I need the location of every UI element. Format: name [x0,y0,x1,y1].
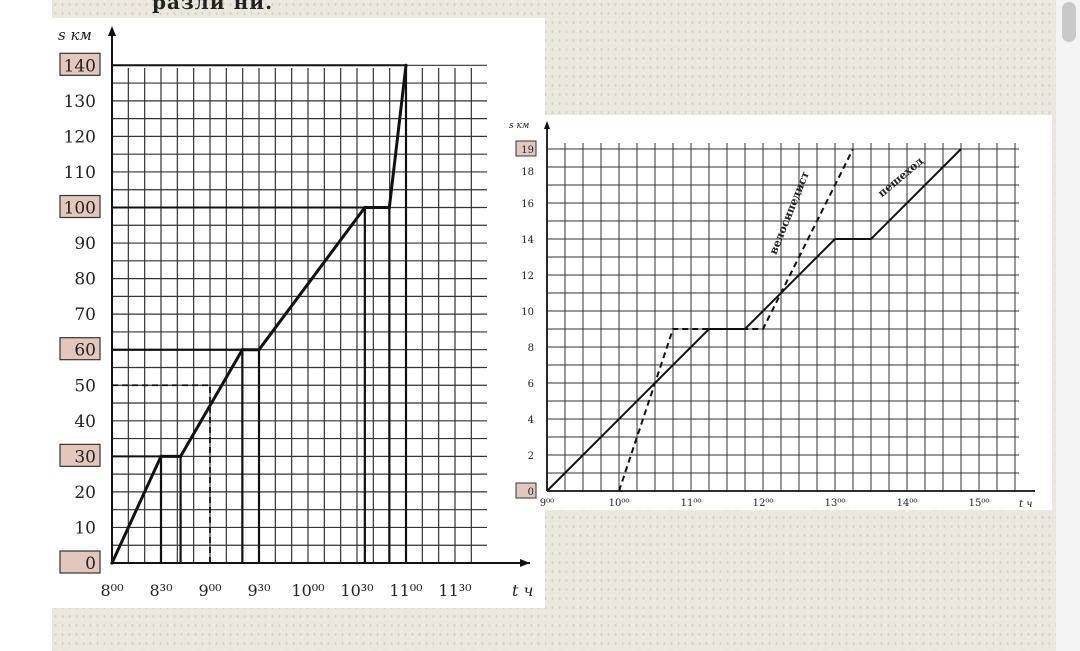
y-tick-label: 10 [521,307,534,318]
x-tick-label: 11³⁰ [438,581,471,600]
y-tick-label: 10 [74,518,96,538]
series-label-pedestrian: пешеход [875,155,926,200]
data-point [387,205,391,210]
y-tick-label: 6 [528,379,534,390]
header-text-fragment: разли ни. [152,0,274,14]
y-tick-label: 50 [74,376,96,396]
y-tick-label: 80 [74,270,96,290]
x-tick-label: 8⁰⁰ [100,581,123,600]
x-tick-label: 10³⁰ [340,581,373,600]
y-tick-label: 16 [521,199,534,210]
y-tick-highlight-box [59,550,101,574]
y-tick-label: 19 [521,145,534,156]
y-tick-highlight-box [515,482,537,499]
x-axis-label: t ч [512,581,533,600]
data-point [257,348,261,352]
data-point [179,454,183,458]
x-tick-label: 10⁰⁰ [609,498,630,509]
y-tick-label: 12 [521,271,534,282]
x-tick-label: 15⁰⁰ [969,498,990,509]
y-tick-highlight-box [515,140,537,157]
series-label-cyclist: велосипедист [767,169,812,256]
y-tick-label: 4 [528,415,534,426]
y-tick-label: 20 [74,483,96,503]
y-tick-label: 30 [74,447,96,467]
scrollbar[interactable] [1056,0,1080,651]
x-tick-label: 9⁰⁰ [540,498,554,509]
data-point [240,348,244,352]
y-tick-label: 140 [64,56,96,76]
series-line-0 [546,148,962,492]
y-tick-label: 2 [528,451,534,462]
y-tick-label: 8 [528,343,534,354]
y-tick-label: 130 [64,92,96,112]
data-point [404,63,408,67]
data-point [363,205,367,210]
x-axis-label: t ч [1019,499,1032,510]
x-tick-label: 8³⁰ [149,581,172,600]
y-tick-label: 60 [74,341,96,361]
x-tick-label: 11⁰⁰ [681,498,702,509]
series-line-1 [618,148,854,492]
y-axis-arrow [108,26,116,36]
y-tick-label: 100 [64,199,96,219]
y-tick-label: 18 [521,167,534,178]
y-tick-highlight-box [59,337,101,361]
y-tick-highlight-box [59,52,101,76]
y-tick-label: 14 [521,235,534,246]
y-tick-label: 90 [74,234,96,254]
chart-2-panel: 0 2 4 6 8 10 12 14 16 18 19 9⁰⁰ 10⁰⁰ 11⁰⁰ 12⁰⁰ 13⁰⁰ 14⁰⁰… [507,115,1052,510]
y-tick-label: 40 [74,412,96,432]
y-axis-arrow [544,121,550,129]
y-axis-label: s км [509,121,529,131]
x-tick-label: 9³⁰ [247,581,270,600]
data-point [159,454,163,458]
y-tick-label: 70 [74,305,96,325]
x-tick-label: 10⁰⁰ [291,581,324,600]
y-tick-highlight-box [59,194,101,219]
x-tick-label: 11⁰⁰ [389,581,422,600]
data-point [110,561,114,565]
distance-time-chart-2: 0 2 4 6 8 10 12 14 16 18 19 9⁰⁰ 10⁰⁰ 11⁰⁰ 12⁰⁰ 13⁰⁰ 14⁰⁰… [509,121,1035,510]
x-axis-arrow [520,559,530,567]
y-tick-label: 0 [528,487,534,498]
series-line [110,65,408,564]
y-axis-label: s км [58,26,92,44]
x-tick-label: 12⁰⁰ [753,498,774,509]
y-tick-label: 120 [64,127,96,147]
y-tick-label: 0 [85,554,96,574]
x-tick-label: 14⁰⁰ [897,498,918,509]
x-tick-label: 9⁰⁰ [198,581,221,600]
scrollbar-thumb[interactable] [1062,2,1076,42]
y-tick-highlight-box [59,443,101,467]
x-tick-label: 13⁰⁰ [825,498,846,509]
y-tick-label: 110 [64,163,96,183]
chart-1-panel: 0 10 20 30 40 50 60 70 80 90 100 110 120 130 140 8⁰⁰ 8³⁰… [52,18,545,608]
